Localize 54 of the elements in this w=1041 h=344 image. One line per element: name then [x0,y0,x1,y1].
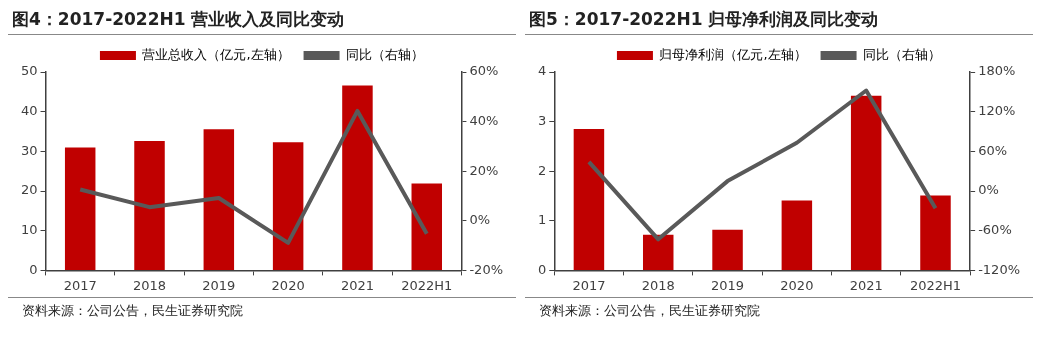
x-tick-label: 2019 [711,277,745,293]
bar [781,200,813,270]
y-tick-label: 0 [537,261,547,277]
chart-title: 图5：2017-2022H1 归母净利润及同比变动 [525,8,1033,35]
y-tick-label: 4 [537,63,547,79]
bar [573,129,605,270]
y2-tick-label: 120% [978,103,1016,119]
bar [134,141,165,270]
y-tick-label: 0 [29,261,38,277]
bar [850,95,882,270]
y-tick-label: 30 [21,142,38,158]
bar [342,85,373,270]
bar [272,142,304,270]
text: 资料来源：公司公告，民生证券研究院 [22,302,244,320]
x-tick-label: 2018 [132,277,167,293]
y2-tick-label: 40% [469,112,499,128]
legend-label: 同比（右轴） [346,46,425,62]
bar [64,147,96,270]
bar [712,229,743,270]
x-tick-label: 2017 [63,277,97,293]
x-tick-label: 2020 [271,277,305,293]
y2-tick-label: -60% [978,222,1012,238]
y2-tick-label: -120% [978,261,1020,277]
text: 资料来源：公司公告，民生证券研究院 [539,302,761,320]
y2-tick-label: -20% [469,261,504,277]
x-tick-label: 2020 [780,277,814,293]
legend-label: 营业总收入（亿元,左轴） [142,46,290,62]
y2-tick-label: 20% [469,162,499,178]
y-tick-label: 3 [537,112,547,128]
y2-tick-label: 0% [978,182,999,198]
x-tick-label: 2017 [572,277,606,293]
y-tick-label: 1 [537,212,547,228]
chart-title: 图4：2017-2022H1 营业收入及同比变动 [8,8,516,35]
y-tick-label: 10 [21,222,38,238]
bar [642,234,674,270]
x-tick-label: 2022H1 [401,277,453,293]
bar [920,195,951,270]
x-tick-label: 2021 [340,277,374,293]
y-tick-label: 50 [21,63,38,79]
x-tick-label: 2021 [849,277,883,293]
legend-label: 同比（右轴） [863,46,942,62]
x-tick-label: 2018 [641,277,675,293]
y2-tick-label: 0% [469,212,491,228]
y2-tick-label: 180% [978,63,1016,79]
y-tick-label: 2 [537,162,547,178]
bar [203,129,235,270]
legend-label: 归母净利润（亿元,左轴） [659,46,807,62]
bar [411,183,443,270]
y-tick-label: 20 [21,182,38,198]
y2-tick-label: 60% [978,142,1008,158]
x-tick-label: 2022H1 [909,277,962,293]
y-tick-label: 40 [21,103,38,119]
x-tick-label: 2019 [202,277,236,293]
y2-tick-label: 60% [469,63,499,79]
